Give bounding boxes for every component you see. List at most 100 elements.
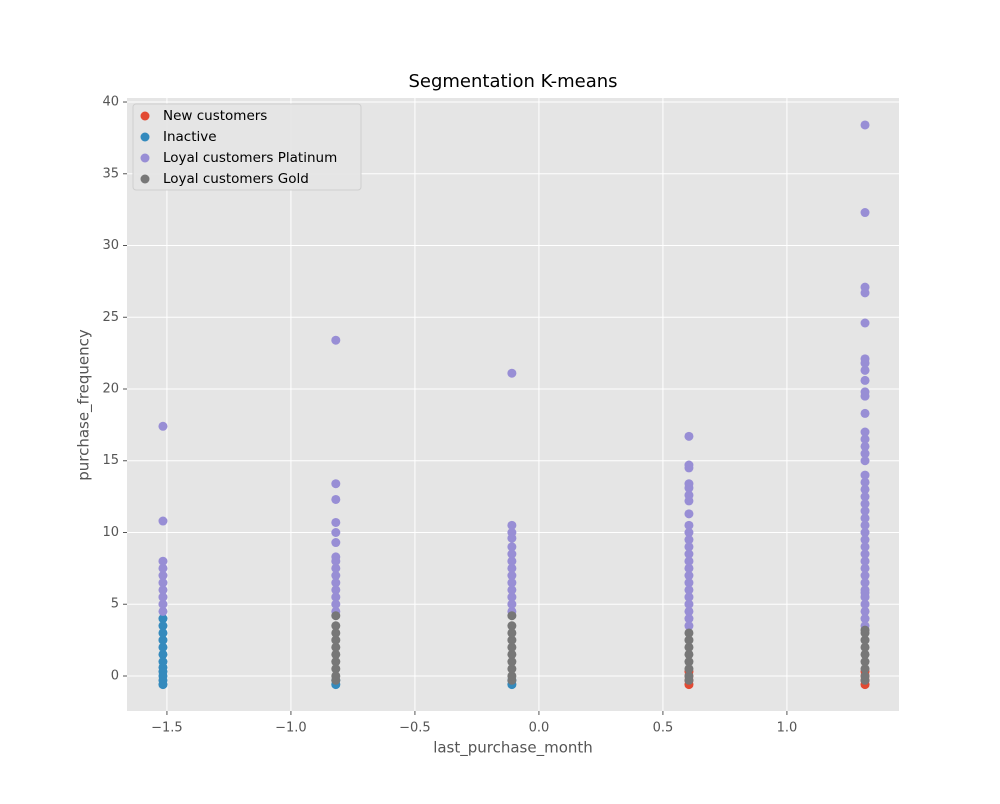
point <box>507 527 517 537</box>
point <box>684 606 694 616</box>
point <box>331 642 341 652</box>
point <box>684 599 694 609</box>
point <box>158 592 168 602</box>
point <box>860 427 870 437</box>
point <box>860 671 870 681</box>
point <box>507 642 517 652</box>
y-tick-label: 25 <box>102 310 119 325</box>
point <box>331 479 341 489</box>
point <box>158 421 168 431</box>
point <box>158 599 168 609</box>
point <box>158 642 168 652</box>
point <box>860 571 870 581</box>
y-tick-label: 0 <box>111 668 119 683</box>
point <box>860 527 870 537</box>
y-tick-label: 40 <box>102 95 119 110</box>
point <box>507 611 517 621</box>
point <box>860 449 870 459</box>
point <box>684 556 694 566</box>
point <box>684 671 694 681</box>
point <box>331 527 341 537</box>
point <box>684 614 694 624</box>
point <box>684 563 694 573</box>
point <box>860 549 870 559</box>
point <box>860 614 870 624</box>
point <box>684 509 694 519</box>
point <box>507 542 517 552</box>
point <box>860 208 870 218</box>
point <box>860 664 870 674</box>
point <box>507 556 517 566</box>
point <box>684 479 694 489</box>
point <box>684 571 694 581</box>
point <box>331 552 341 562</box>
point <box>507 585 517 595</box>
x-axis-label: last_purchase_month <box>433 739 593 758</box>
point <box>507 599 517 609</box>
point <box>158 571 168 581</box>
point <box>860 499 870 509</box>
point <box>158 578 168 588</box>
point <box>331 664 341 674</box>
point <box>860 588 870 598</box>
point <box>684 431 694 441</box>
point <box>684 490 694 500</box>
y-tick-label: 5 <box>111 597 119 612</box>
point <box>860 642 870 652</box>
point <box>860 506 870 516</box>
y-tick-label: 30 <box>102 238 119 253</box>
point <box>684 585 694 595</box>
point <box>684 542 694 552</box>
point <box>684 520 694 530</box>
point <box>331 621 341 631</box>
point <box>331 585 341 595</box>
point <box>331 649 341 659</box>
point <box>860 375 870 385</box>
point <box>507 368 517 378</box>
point <box>507 628 517 638</box>
legend-box <box>132 103 362 191</box>
point <box>158 563 168 573</box>
legend-label: Loyal customers Platinum <box>163 150 337 166</box>
point <box>331 494 341 504</box>
legend-label: Loyal customers Gold <box>163 171 309 187</box>
legend-marker <box>140 153 150 163</box>
point <box>684 549 694 559</box>
point <box>860 563 870 573</box>
point <box>158 628 168 638</box>
point <box>158 635 168 645</box>
legend-marker <box>140 111 150 121</box>
point <box>860 365 870 375</box>
point <box>684 649 694 659</box>
point <box>331 657 341 667</box>
point <box>507 563 517 573</box>
legend-marker <box>140 174 150 184</box>
point <box>684 527 694 537</box>
point <box>331 671 341 681</box>
point <box>860 556 870 566</box>
x-tick-label: 1.0 <box>777 721 798 736</box>
point <box>158 621 168 631</box>
point <box>507 520 517 530</box>
y-tick-label: 15 <box>102 453 119 468</box>
point <box>507 671 517 681</box>
point <box>158 614 168 624</box>
point <box>860 318 870 328</box>
point <box>860 513 870 523</box>
point <box>860 408 870 418</box>
point <box>860 456 870 466</box>
point <box>507 578 517 588</box>
point <box>684 535 694 545</box>
point <box>860 441 870 451</box>
point <box>860 606 870 616</box>
point <box>860 492 870 502</box>
point <box>860 354 870 364</box>
y-tick-label: 20 <box>102 382 119 397</box>
point <box>860 477 870 487</box>
point <box>507 592 517 602</box>
point <box>860 387 870 397</box>
point <box>860 520 870 530</box>
point <box>860 542 870 552</box>
point <box>331 571 341 581</box>
